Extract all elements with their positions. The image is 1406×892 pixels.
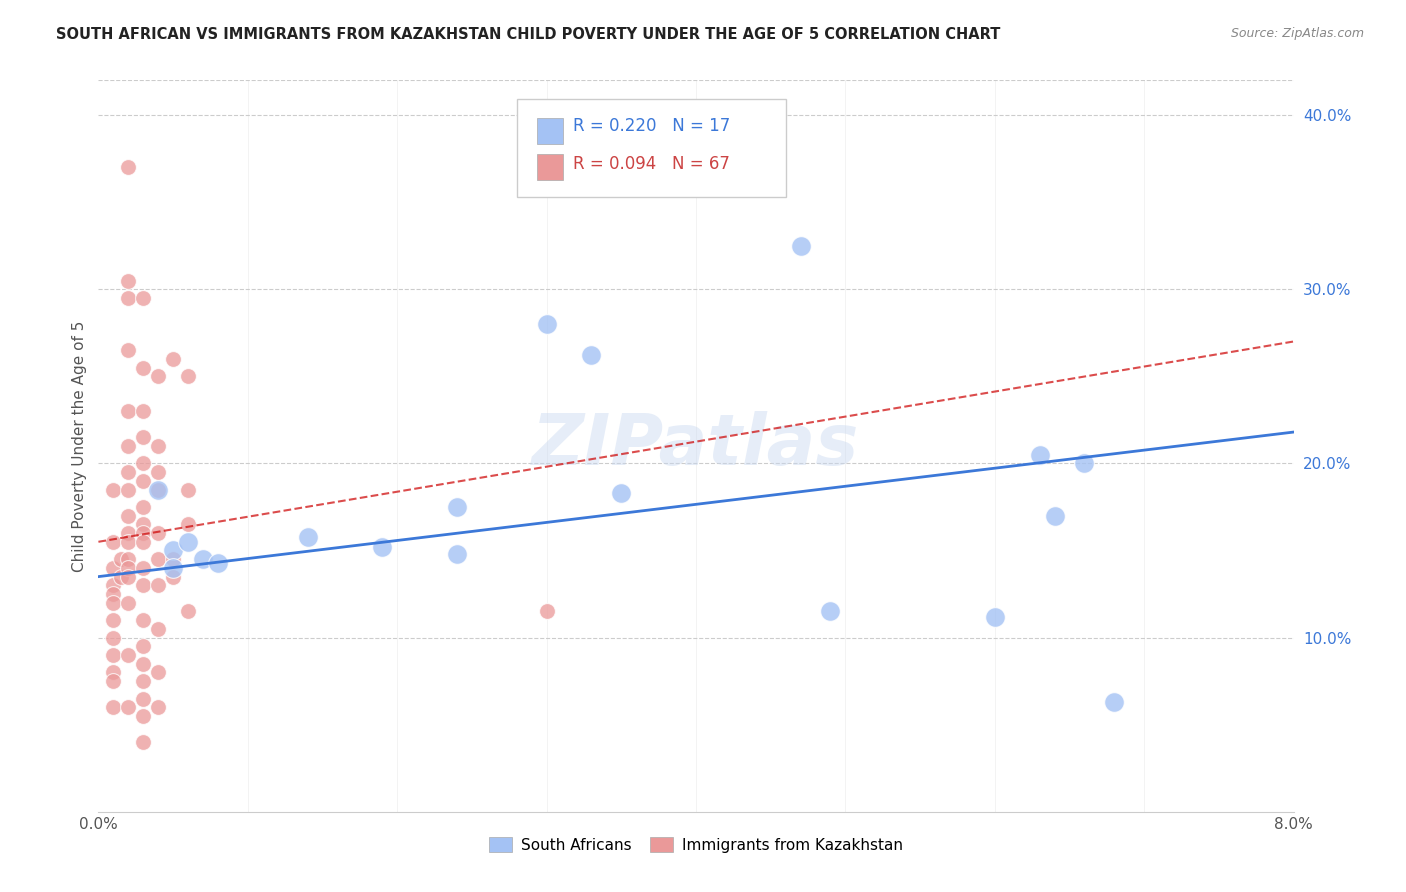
Point [162,569,184,583]
Point [117,291,139,305]
Point [103,561,125,575]
Point [207,556,229,570]
FancyBboxPatch shape [537,118,564,144]
Point [117,439,139,453]
FancyBboxPatch shape [517,99,786,197]
Point [148,483,170,497]
Point [132,291,155,305]
Point [148,465,170,479]
Point [103,534,125,549]
Point [103,483,125,497]
Point [132,640,155,654]
Point [610,486,633,500]
Point [117,700,139,714]
Point [117,508,139,523]
Point [117,534,139,549]
Point [177,604,200,618]
Point [117,596,139,610]
Point [148,483,170,497]
Point [103,613,125,627]
Point [103,665,125,680]
Point [789,238,811,252]
Point [117,552,139,566]
Point [1043,508,1066,523]
Text: R = 0.094   N = 67: R = 0.094 N = 67 [572,155,730,173]
Point [117,483,139,497]
Point [745,146,768,161]
Point [536,604,558,618]
Point [132,657,155,671]
Point [132,561,155,575]
Point [148,439,170,453]
Point [148,578,170,592]
Point [103,596,125,610]
Point [132,534,155,549]
Point [132,613,155,627]
Point [132,691,155,706]
Point [103,631,125,645]
FancyBboxPatch shape [537,154,564,180]
Point [820,604,842,618]
Legend: South Africans, Immigrants from Kazakhstan: South Africans, Immigrants from Kazakhst… [482,831,910,859]
Point [162,552,184,566]
Point [148,700,170,714]
Point [132,674,155,689]
Point [117,274,139,288]
Point [132,404,155,418]
Point [110,569,132,583]
Point [117,161,139,175]
Point [148,526,170,541]
Point [984,609,1007,624]
Point [177,369,200,384]
Point [162,351,184,366]
Y-axis label: Child Poverty Under the Age of 5: Child Poverty Under the Age of 5 [72,320,87,572]
Point [117,648,139,662]
Point [581,348,603,362]
Point [117,526,139,541]
Text: Source: ZipAtlas.com: Source: ZipAtlas.com [1230,27,1364,40]
Point [162,561,184,575]
Point [297,530,319,544]
Point [132,709,155,723]
Point [371,540,394,554]
Point [162,543,184,558]
Point [117,569,139,583]
Point [103,587,125,601]
Point [117,343,139,358]
Point [117,404,139,418]
Point [132,735,155,749]
Point [103,648,125,662]
Point [148,622,170,636]
Point [132,500,155,514]
Point [103,674,125,689]
Point [117,465,139,479]
Point [191,552,214,566]
Text: SOUTH AFRICAN VS IMMIGRANTS FROM KAZAKHSTAN CHILD POVERTY UNDER THE AGE OF 5 COR: SOUTH AFRICAN VS IMMIGRANTS FROM KAZAKHS… [56,27,1001,42]
Point [110,552,132,566]
Point [117,561,139,575]
Point [132,360,155,375]
Point [103,700,125,714]
Point [132,457,155,471]
Point [148,369,170,384]
Point [132,430,155,444]
Point [177,534,200,549]
Point [103,578,125,592]
Point [1028,448,1050,462]
Point [1104,695,1126,709]
Point [536,317,558,331]
Point [177,483,200,497]
Point [132,526,155,541]
Point [148,665,170,680]
Point [148,552,170,566]
Point [132,474,155,488]
Text: ZIPatlas: ZIPatlas [533,411,859,481]
Text: R = 0.220   N = 17: R = 0.220 N = 17 [572,118,730,136]
Point [132,578,155,592]
Point [1073,457,1095,471]
Point [446,547,468,561]
Point [132,517,155,532]
Point [177,517,200,532]
Point [446,500,468,514]
